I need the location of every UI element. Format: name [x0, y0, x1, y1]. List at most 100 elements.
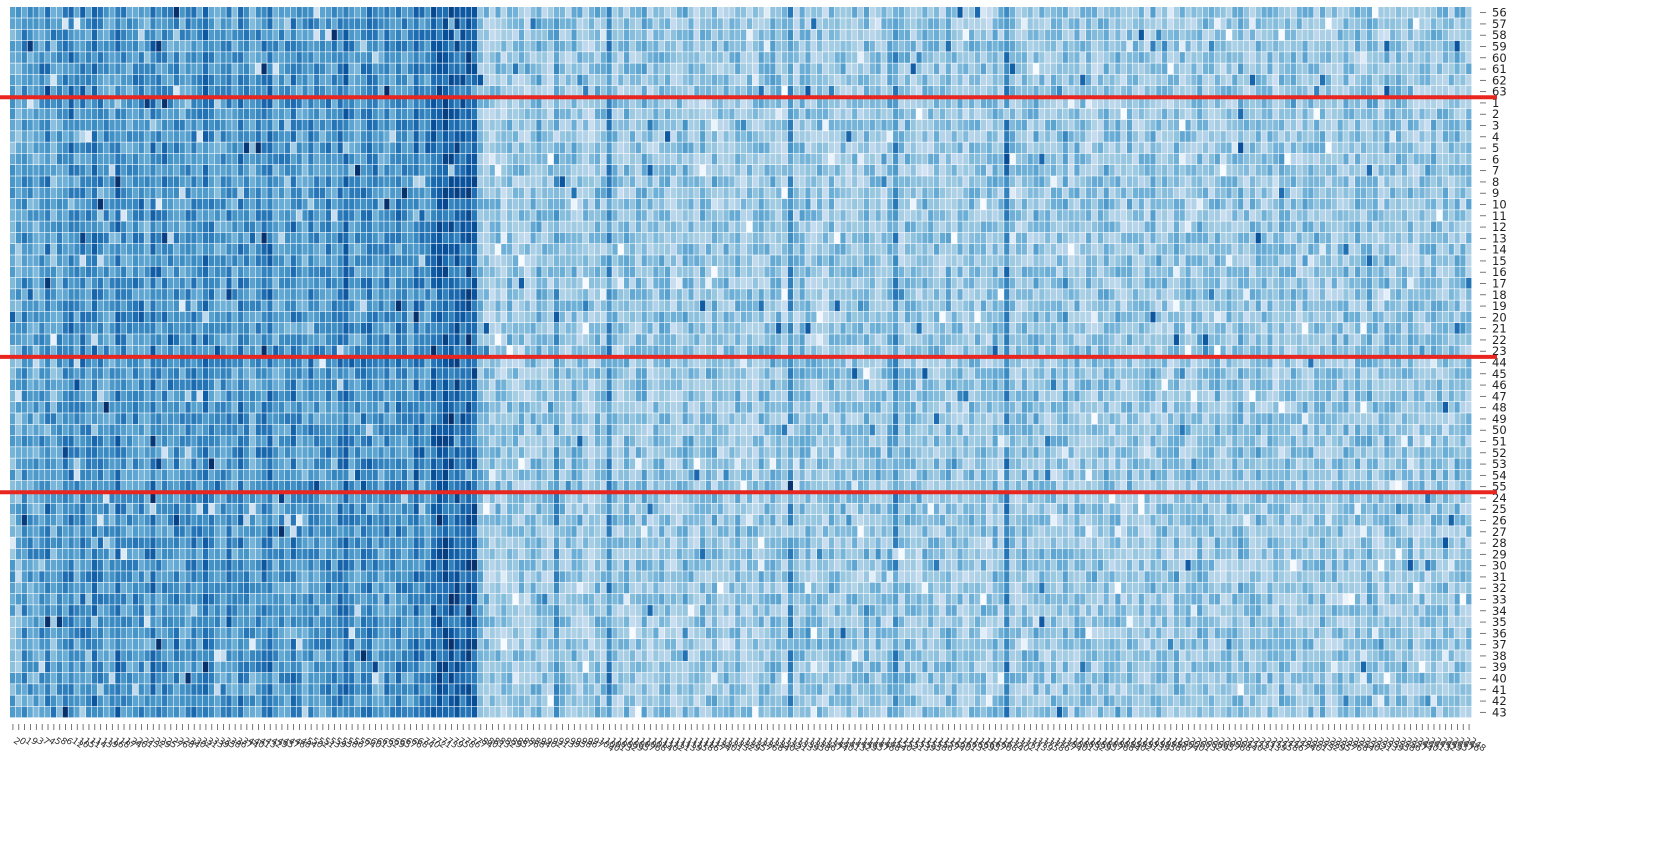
heatmap-cell: [565, 40, 571, 52]
heatmap-cell: [366, 187, 372, 199]
heatmap-cell: [132, 29, 139, 41]
heatmap-cell: [103, 119, 109, 131]
heatmap-cell: [162, 29, 168, 41]
heatmap-cell: [717, 52, 723, 63]
heatmap-cell: [1372, 97, 1378, 108]
heatmap-cell: [50, 7, 57, 18]
heatmap-cell: [542, 52, 548, 63]
heatmap-cell: [238, 210, 244, 221]
heatmap-cell: [1191, 29, 1197, 41]
heatmap-cell: [80, 210, 86, 221]
heatmap-cell: [1150, 176, 1156, 187]
heatmap-cell: [998, 176, 1004, 187]
heatmap-cell: [296, 221, 302, 233]
heatmap-cell: [378, 18, 384, 29]
heatmap-cell: [1027, 86, 1033, 97]
heatmap-cell: [156, 40, 162, 52]
heatmap-cell: [1033, 187, 1039, 199]
heatmap-cell: [273, 176, 279, 187]
heatmap-cell: [1442, 63, 1449, 75]
heatmap-cell: [507, 86, 513, 97]
heatmap-cell: [156, 119, 162, 131]
heatmap-cell: [1097, 86, 1103, 97]
heatmap-cell: [39, 153, 45, 165]
heatmap-cell: [50, 52, 57, 63]
heatmap-cell: [45, 176, 51, 187]
heatmap-cell: [822, 86, 829, 97]
heatmap-cell: [641, 97, 647, 108]
heatmap-cell: [1290, 165, 1296, 176]
heatmap-cell: [238, 165, 244, 176]
heatmap-cell: [857, 142, 864, 154]
heatmap-cell: [173, 187, 179, 199]
heatmap-cell: [384, 74, 390, 86]
heatmap-cell: [758, 86, 764, 97]
heatmap-cell: [284, 86, 291, 97]
heatmap-cell: [1448, 86, 1454, 97]
heatmap-cell: [559, 187, 565, 199]
heatmap-cell: [1314, 176, 1320, 187]
heatmap-cell: [179, 86, 185, 97]
heatmap-cell: [922, 108, 928, 120]
heatmap-cell: [1413, 187, 1419, 199]
heatmap-cell: [372, 7, 378, 18]
heatmap-cell: [922, 221, 928, 233]
heatmap-cell: [390, 74, 396, 86]
heatmap-cell: [97, 221, 103, 233]
heatmap-cell: [963, 119, 969, 131]
heatmap-cell: [969, 221, 975, 233]
heatmap-cell: [1284, 7, 1291, 18]
heatmap-cell: [1267, 176, 1273, 187]
heatmap-cell: [1097, 74, 1103, 86]
heatmap-cell: [1010, 142, 1016, 154]
heatmap-cell: [834, 119, 840, 131]
heatmap-cell: [1308, 142, 1314, 154]
heatmap-cell: [1103, 7, 1109, 18]
heatmap-cell: [39, 86, 45, 97]
heatmap-cell: [594, 176, 601, 187]
heatmap-cell: [846, 131, 852, 142]
heatmap-cell: [741, 119, 747, 131]
heatmap-cell: [945, 18, 951, 29]
heatmap-cell: [571, 176, 577, 187]
heatmap-cell: [705, 40, 712, 52]
heatmap-cell: [1010, 63, 1016, 75]
heatmap-cell: [466, 221, 472, 233]
heatmap-cell: [1442, 86, 1449, 97]
heatmap-cell: [202, 18, 209, 29]
heatmap-cell: [735, 86, 741, 97]
heatmap-cell: [477, 198, 484, 210]
heatmap-cell: [688, 40, 694, 52]
heatmap-cell: [366, 142, 372, 154]
heatmap-cell: [477, 29, 484, 41]
heatmap-cell: [781, 63, 788, 75]
heatmap-cell: [1033, 198, 1039, 210]
heatmap-cell: [1431, 142, 1437, 154]
heatmap-cell: [10, 165, 16, 176]
heatmap-cell: [700, 18, 706, 29]
heatmap-cell: [74, 108, 80, 120]
heatmap-cell: [1062, 142, 1068, 154]
heatmap-cell: [670, 40, 677, 52]
heatmap-cell: [799, 198, 805, 210]
heatmap-cell: [489, 176, 495, 187]
heatmap-cell: [939, 153, 946, 165]
heatmap-cell: [893, 165, 899, 176]
heatmap-cell: [255, 97, 261, 108]
heatmap-cell: [933, 97, 940, 108]
heatmap-cell: [530, 97, 536, 108]
heatmap-cell: [150, 63, 156, 75]
heatmap-cell: [10, 40, 16, 52]
heatmap-cell: [1202, 165, 1209, 176]
heatmap-cell: [1220, 97, 1226, 108]
heatmap-cell: [933, 119, 940, 131]
heatmap-cell: [700, 119, 706, 131]
heatmap-cell: [115, 97, 121, 108]
heatmap-cell: [1325, 153, 1332, 165]
heatmap-cell: [115, 7, 121, 18]
heatmap-cell: [1349, 142, 1355, 154]
heatmap-cell: [1460, 176, 1466, 187]
heatmap-cell: [91, 165, 98, 176]
heatmap-cell: [799, 187, 805, 199]
heatmap-cell: [577, 86, 583, 97]
